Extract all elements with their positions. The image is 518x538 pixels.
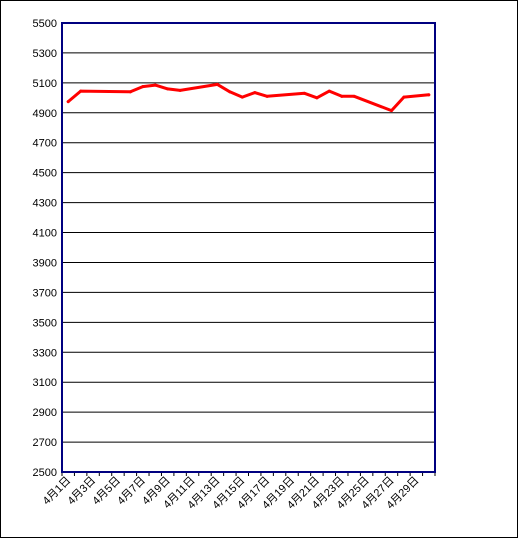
data-point (166, 87, 170, 91)
data-point (253, 91, 257, 95)
y-tick-label: 4900 (33, 108, 57, 120)
y-tick-label: 3100 (33, 377, 57, 389)
data-point (79, 89, 83, 93)
y-tick-label: 4500 (33, 168, 57, 180)
y-tick-label: 2900 (33, 407, 57, 419)
data-point (66, 100, 70, 104)
data-point (128, 90, 132, 94)
y-tick-label: 4100 (33, 228, 57, 240)
y-tick-label: 2700 (33, 437, 57, 449)
plot-area-border (61, 22, 436, 473)
data-point (352, 94, 356, 98)
y-tick-label: 3500 (33, 317, 57, 329)
series-line (66, 82, 431, 113)
y-tick-label: 5300 (33, 48, 57, 60)
y-tick-label: 3300 (33, 347, 57, 359)
x-axis-ticks: 4月1日4月3日4月5日4月7日4月9日4月11日4月13日4月15日4月17日… (41, 472, 436, 512)
data-point (389, 109, 393, 113)
data-point (178, 88, 182, 92)
data-point (265, 94, 269, 98)
y-tick-label: 3700 (33, 287, 57, 299)
data-point (141, 85, 145, 89)
y-tick-label: 2500 (33, 467, 57, 479)
y-tick-label: 4300 (33, 198, 57, 210)
y-tick-label: 5500 (33, 18, 57, 30)
y-tick-label: 3900 (33, 257, 57, 269)
data-point (302, 91, 306, 95)
y-tick-label: 4700 (33, 138, 57, 150)
y-axis-ticks: 2500 2700 2900 3100 3300 3500 3700 3900 4100 4300… (33, 18, 57, 479)
data-point (427, 93, 431, 97)
data-point (228, 90, 232, 94)
data-point (327, 89, 331, 93)
data-point (215, 82, 219, 86)
data-point (402, 95, 406, 99)
series-layer (66, 82, 431, 113)
data-point (315, 96, 319, 100)
data-point (240, 95, 244, 99)
data-point (340, 94, 344, 98)
data-point (153, 83, 157, 87)
y-tick-label: 5100 (33, 78, 57, 90)
